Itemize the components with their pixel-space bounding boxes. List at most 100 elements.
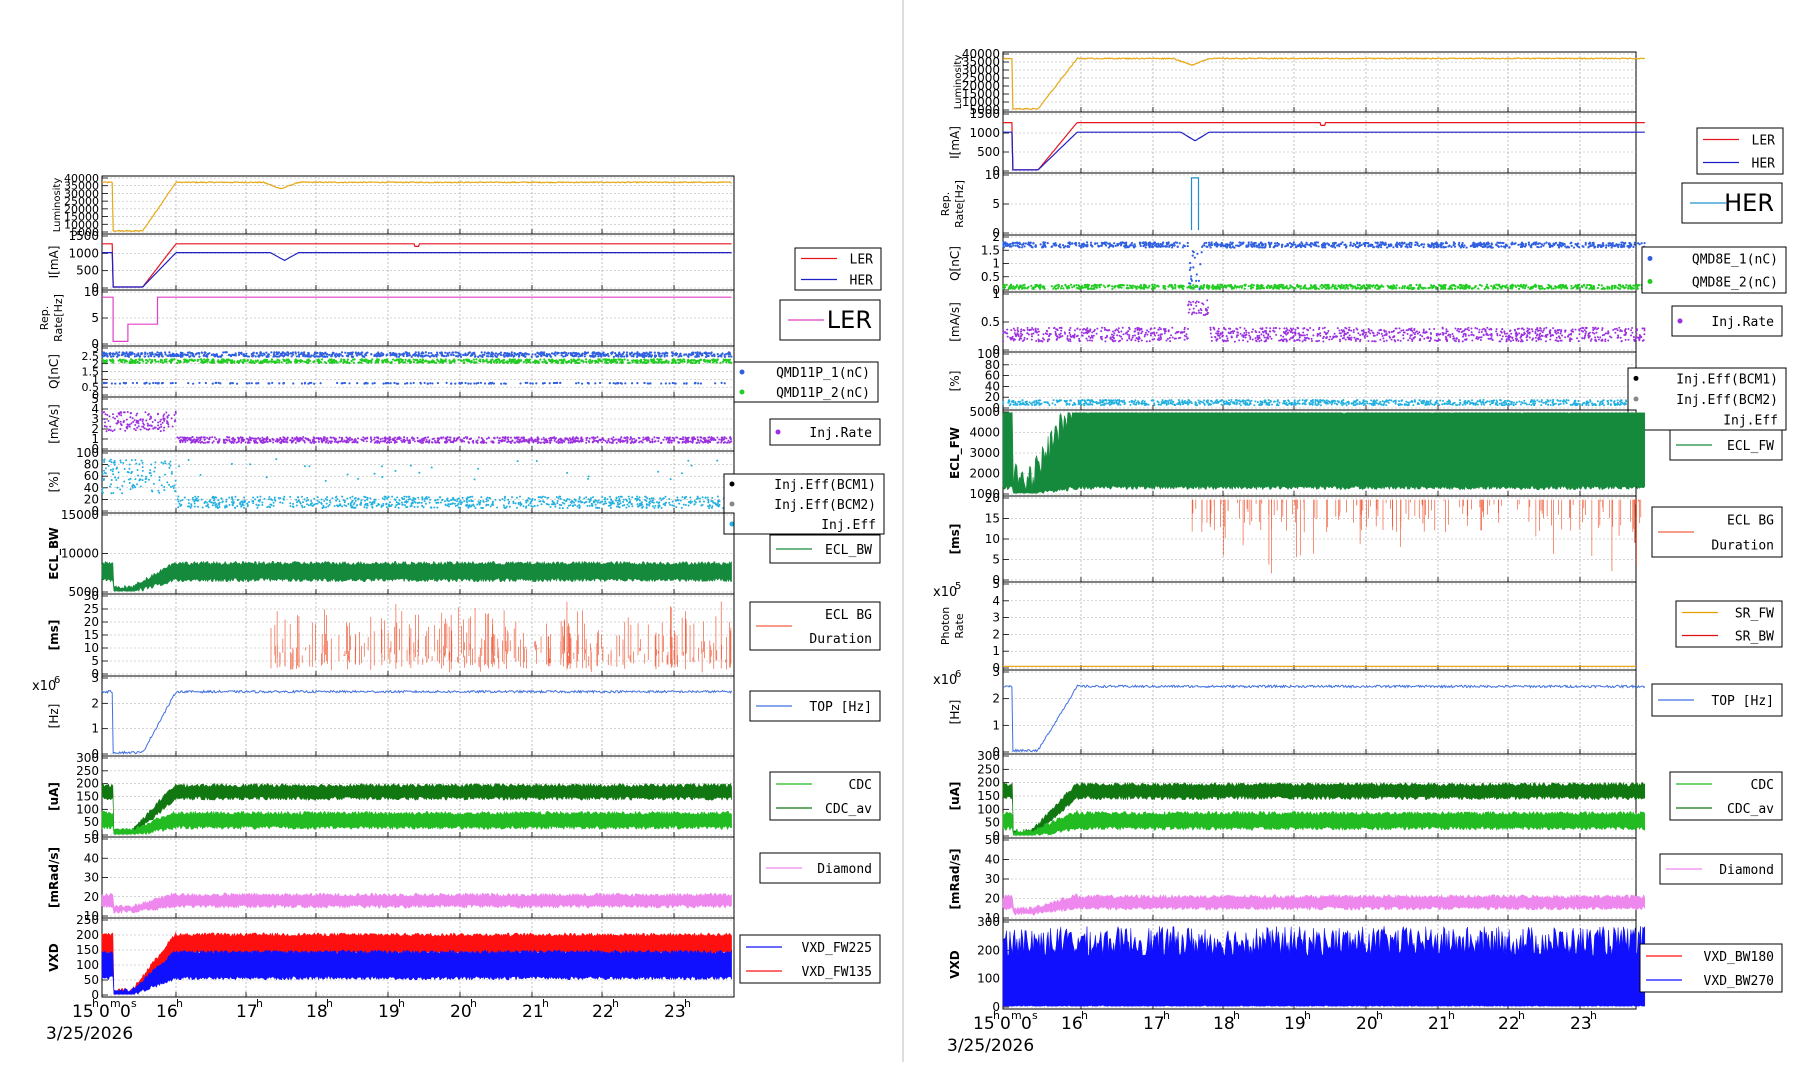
qmd1-points: [235, 354, 237, 356]
inj-eff-point: [503, 504, 505, 506]
qmd2-points: [308, 358, 310, 360]
qmd2-points: [461, 360, 463, 362]
inj-eff-point: [282, 502, 284, 504]
qmd2-points: [261, 361, 263, 363]
qmd1-points: [623, 351, 625, 353]
qmd1-points: [116, 356, 118, 358]
qmd2-points: [690, 362, 692, 364]
inj-eff-point: [683, 504, 685, 506]
qmd2-points: [321, 358, 323, 360]
qmd1-low-points: [700, 382, 702, 384]
qmd1-points: [137, 352, 139, 354]
qmd2-points: [657, 361, 659, 363]
qmd2-points: [130, 358, 132, 360]
inj-eff-point: [562, 507, 564, 509]
inj-eff-point: [341, 496, 343, 498]
inj-eff-point: [347, 474, 349, 476]
legend-marker: [776, 430, 781, 435]
qmd1-low-points: [410, 382, 412, 384]
qmd1-points: [421, 352, 423, 354]
qmd1-points: [500, 354, 502, 356]
qmd2-points: [673, 358, 675, 360]
y-tick-label: 15: [84, 628, 99, 642]
qmd2-points: [121, 361, 123, 363]
inj-eff-point: [622, 501, 624, 503]
inj-rate-point: [104, 425, 106, 427]
inj-eff-point: [675, 506, 677, 508]
qmd2-points: [360, 362, 362, 364]
qmd1-points: [687, 356, 689, 358]
qmd1-points: [124, 353, 126, 355]
inj-eff-point: [711, 507, 713, 509]
qmd1-points: [575, 352, 577, 354]
qmd1-low-points: [406, 382, 408, 384]
qmd1-points: [141, 352, 143, 354]
inj-eff-point: [412, 497, 414, 499]
y-tick-label: 50: [84, 832, 99, 846]
qmd2-points: [399, 362, 401, 364]
inj-rate-point: [602, 437, 604, 439]
inj-eff-point: [197, 496, 199, 498]
inj-eff-point: [243, 507, 245, 509]
inj-eff-point: [234, 496, 236, 498]
inj-eff-point: [453, 498, 455, 500]
inj-eff-point: [213, 496, 215, 498]
inj-rate-point: [414, 440, 416, 442]
inj-eff-point: [229, 504, 231, 506]
inj-eff-point: [688, 504, 690, 506]
inj-eff-point: [326, 499, 328, 501]
qmd1-points: [623, 355, 625, 357]
qmd2-points: [420, 361, 422, 363]
qmd1-points: [228, 354, 230, 356]
inj-rate-point: [507, 439, 509, 441]
inj-rate-point: [603, 439, 605, 441]
inj-rate-point: [289, 439, 291, 441]
inj-rate-point: [481, 437, 483, 439]
inj-rate-point: [278, 439, 280, 441]
inj-eff-point: [714, 502, 716, 504]
inj-rate-point: [394, 437, 396, 439]
inj-rate-point: [136, 420, 138, 422]
qmd2-points: [329, 359, 331, 361]
inj-rate-point: [483, 441, 485, 443]
inj-eff-point: [296, 504, 298, 506]
inj-rate-point: [450, 441, 452, 443]
inj-eff-point: [625, 507, 627, 509]
inj-rate-point: [342, 441, 344, 443]
inj-eff-point: [458, 506, 460, 508]
qmd1-points: [477, 356, 479, 358]
inj-eff-point: [236, 505, 238, 507]
qmd1-points: [222, 351, 224, 353]
inj-eff-point: [367, 498, 369, 500]
qmd2-points: [486, 358, 488, 360]
qmd1-points: [226, 351, 228, 353]
inj-eff-point: [405, 496, 407, 498]
qmd2-points: [241, 361, 243, 363]
inj-eff-point: [114, 464, 116, 466]
inj-rate-point: [174, 420, 176, 422]
inj-eff-point: [315, 503, 317, 505]
qmd1-points: [500, 352, 502, 354]
inj-eff-point: [336, 498, 338, 500]
inj-rate-point: [292, 437, 294, 439]
legend-entry: Inj.Eff: [821, 518, 876, 533]
qmd1-points: [180, 352, 182, 354]
inj-eff-point: [578, 507, 580, 509]
qmd1-low-points: [672, 382, 674, 384]
inj-eff-point: [454, 503, 456, 505]
inj-eff-point: [710, 500, 712, 502]
inj-rate-point: [160, 430, 162, 432]
qmd2-points: [503, 359, 505, 361]
inj-rate-point: [163, 418, 165, 420]
y-axis-label-text: ECL_BW: [47, 527, 62, 579]
qmd1-low-points: [205, 382, 207, 384]
qmd1-points: [415, 351, 417, 353]
qmd2-points: [392, 358, 394, 360]
inj-eff-point: [398, 507, 400, 509]
inj-eff-point: [327, 505, 329, 507]
inj-rate-point: [250, 439, 252, 441]
inj-rate-point: [137, 422, 139, 424]
legend-ecl: ECL_BW: [770, 535, 880, 563]
inj-eff-point: [697, 496, 699, 498]
inj-rate-point: [575, 436, 577, 438]
